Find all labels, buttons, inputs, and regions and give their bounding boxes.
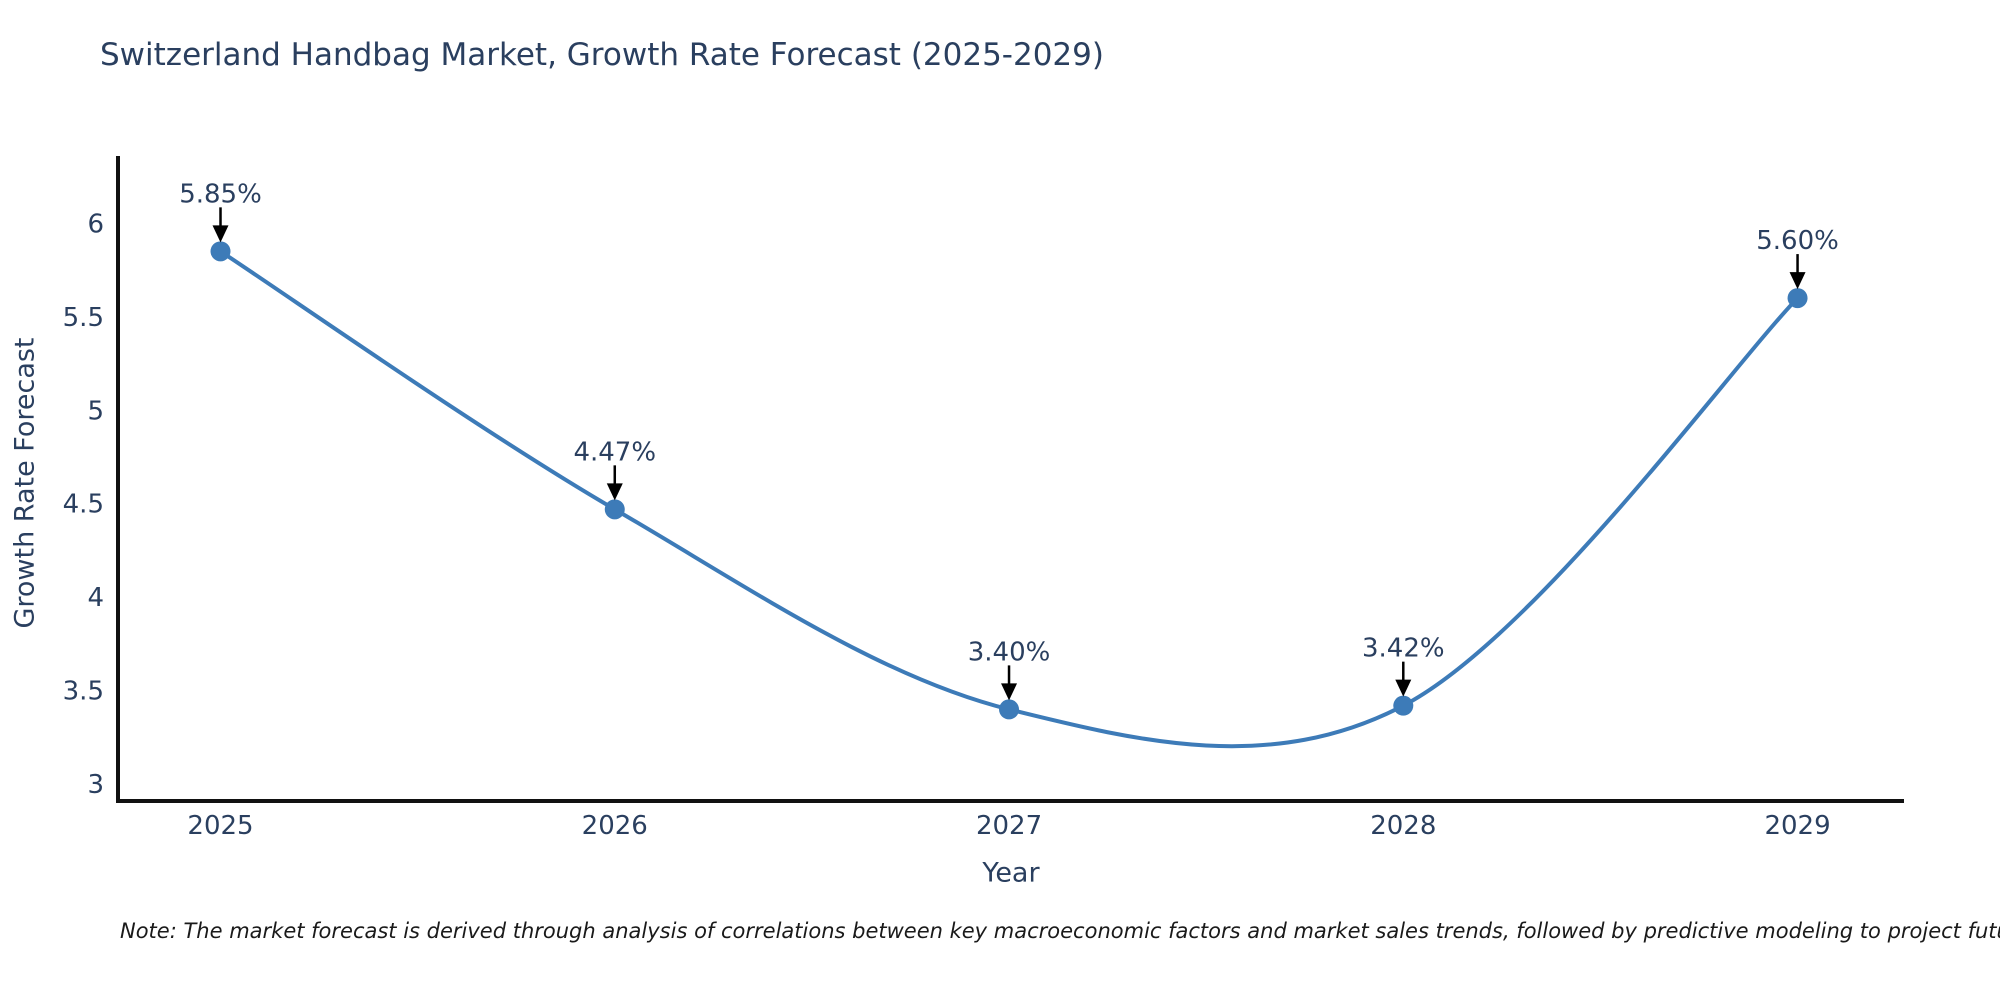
y-tick-label: 4.5	[63, 490, 104, 520]
point-label: 5.60%	[1756, 226, 1839, 256]
x-tick-label: 2026	[582, 811, 648, 841]
x-tick-label: 2028	[1370, 811, 1436, 841]
annotation-arrow-head	[1001, 683, 1018, 701]
y-tick-label: 3.5	[63, 677, 104, 707]
y-tick-label: 5	[87, 396, 104, 426]
y-tick-label: 6	[87, 209, 104, 239]
x-axis-title: Year	[982, 857, 1040, 889]
point-label: 3.42%	[1362, 634, 1445, 664]
y-tick-label: 4	[87, 583, 104, 613]
footnote: Note: The market forecast is derived thr…	[120, 919, 2000, 943]
data-point	[210, 241, 231, 262]
y-axis-title: Growth Rate Forecast	[9, 337, 41, 629]
point-label: 4.47%	[573, 437, 656, 467]
chart-title: Switzerland Handbag Market, Growth Rate …	[100, 37, 1104, 73]
data-point	[999, 699, 1020, 720]
x-tick-label: 2027	[976, 811, 1042, 841]
point-label: 5.85%	[179, 179, 262, 209]
annotation-arrow-head	[1789, 272, 1806, 290]
data-point	[604, 499, 625, 520]
annotation-arrow-head	[606, 483, 623, 501]
data-point	[1393, 695, 1414, 716]
point-label: 3.40%	[968, 637, 1051, 667]
x-tick-label: 2025	[187, 811, 253, 841]
annotation-arrow-head	[212, 225, 229, 243]
y-tick-label: 5.5	[63, 303, 104, 333]
annotation-arrow-head	[1395, 679, 1412, 697]
y-tick-label: 3	[87, 770, 104, 800]
data-point	[1787, 288, 1808, 309]
x-tick-label: 2029	[1764, 811, 1830, 841]
